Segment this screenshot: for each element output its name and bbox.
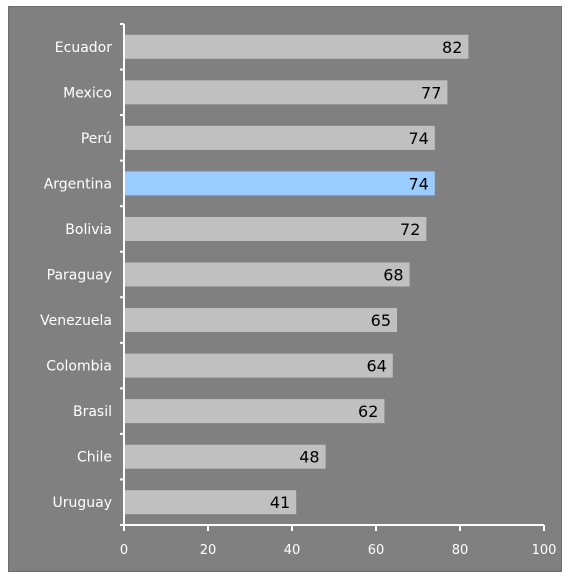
labels-layer: Ecuador 82 Mexico 77 Perú 74 Argentina 74 Bolivi… [40,38,556,558]
category-label-colombia: Colombia [46,359,112,375]
category-label-uruguay: Uruguay [53,495,113,511]
value-label-argentina: 74 [408,174,428,193]
bar-ecuador [124,34,469,59]
x-tick-label-80: 80 [452,543,469,558]
x-tick-label-60: 60 [368,543,385,558]
value-label-peru: 74 [408,129,428,148]
bar-paraguay [124,262,410,287]
x-tick-label-20: 20 [200,543,217,558]
category-label-paraguay: Paraguay [47,268,112,284]
category-label-ecuador: Ecuador [55,40,112,56]
bar-chile [124,444,326,469]
value-label-paraguay: 68 [383,266,403,285]
bar-argentina [124,171,435,196]
category-label-brasil: Brasil [73,404,112,420]
value-label-colombia: 64 [366,357,386,376]
value-label-uruguay: 41 [270,493,290,512]
x-tick-label-0: 0 [120,543,128,558]
bar-bolivia [124,216,427,241]
value-label-ecuador: 82 [442,38,462,57]
category-label-peru: Perú [81,131,112,147]
bar-colombia [124,353,393,378]
bar-brasil [124,399,385,424]
category-label-bolivia: Bolivia [65,222,112,238]
bar-venezuela [124,308,397,333]
category-label-argentina: Argentina [44,176,112,192]
value-label-brasil: 62 [358,402,378,421]
category-label-chile: Chile [77,450,112,466]
bars-layer [124,34,469,515]
value-label-chile: 48 [299,448,319,467]
bar-mexico [124,80,448,105]
category-label-venezuela: Venezuela [40,313,112,329]
value-label-mexico: 77 [421,83,441,102]
value-label-venezuela: 65 [371,311,391,330]
category-label-mexico: Mexico [63,85,112,101]
axes-layer [120,23,545,531]
bar-uruguay [124,490,297,515]
bar-peru [124,125,435,150]
value-label-bolivia: 72 [400,220,420,239]
x-tick-label-100: 100 [532,543,557,558]
x-tick-label-40: 40 [284,543,301,558]
